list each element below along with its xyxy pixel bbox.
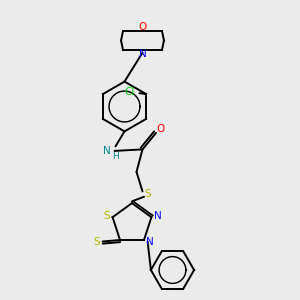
Text: N: N xyxy=(146,236,153,247)
Text: N: N xyxy=(103,146,110,156)
Text: S: S xyxy=(93,236,100,247)
Text: O: O xyxy=(156,124,164,134)
Text: S: S xyxy=(103,211,110,221)
Text: S: S xyxy=(145,189,151,199)
Text: Cl: Cl xyxy=(124,87,135,97)
Text: H: H xyxy=(112,152,119,161)
Text: N: N xyxy=(154,211,161,221)
Text: N: N xyxy=(139,49,146,59)
Text: O: O xyxy=(138,22,147,32)
